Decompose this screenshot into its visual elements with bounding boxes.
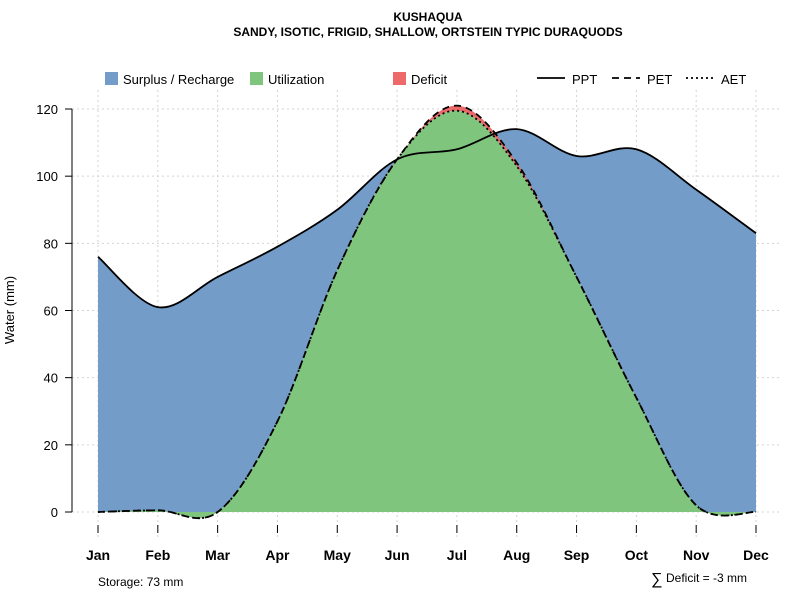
legend-swatch-deficit xyxy=(393,72,406,85)
y-tick-label: 80 xyxy=(44,236,58,251)
utilization-area xyxy=(98,110,756,519)
x-tick-label: Dec xyxy=(743,547,769,563)
y-tick-label: 20 xyxy=(44,438,58,453)
x-tick-label: Feb xyxy=(145,547,170,563)
y-tick-label: 60 xyxy=(44,304,58,319)
y-tick-label: 0 xyxy=(51,505,58,520)
x-tick-label: Apr xyxy=(265,547,290,563)
x-tick-label: Aug xyxy=(503,547,530,563)
legend: Surplus / Recharge Utilization Deficit PPT P… xyxy=(105,72,746,87)
chart-title: KUSHAQUA xyxy=(393,10,463,24)
legend-label: PET xyxy=(647,72,672,87)
legend-label: Deficit xyxy=(411,72,448,87)
legend-label: Surplus / Recharge xyxy=(123,72,234,87)
ppt-line xyxy=(97,128,757,309)
x-tick-label: Mar xyxy=(205,547,230,563)
x-tick-label: Jul xyxy=(447,547,467,563)
legend-label: Utilization xyxy=(268,72,324,87)
legend-label: AET xyxy=(721,72,746,87)
deficit-symbol: ∑ xyxy=(651,571,662,588)
lines xyxy=(97,104,757,520)
x-tick-label: May xyxy=(324,547,351,563)
x-tick-label: Jun xyxy=(385,547,410,563)
deficit-annotation: Deficit = -3 mm xyxy=(666,571,747,585)
y-tick-label: 40 xyxy=(44,371,58,386)
y-tick-label: 100 xyxy=(36,169,58,184)
legend-swatch-surplus xyxy=(105,72,118,85)
x-tick-label: Jan xyxy=(86,547,110,563)
storage-annotation: Storage: 73 mm xyxy=(98,575,183,589)
axes: 0 20 40 60 80 100 120 Jan Feb Mar Apr May Jun Jul Aug S… xyxy=(36,102,769,563)
legend-label: PPT xyxy=(572,72,597,87)
areas xyxy=(98,105,756,519)
legend-swatch-utilization xyxy=(250,72,263,85)
y-tick-label: 120 xyxy=(36,102,58,117)
x-tick-label: Sep xyxy=(564,547,590,563)
chart-subtitle: SANDY, ISOTIC, FRIGID, SHALLOW, ORTSTEIN… xyxy=(233,25,622,39)
x-tick-label: Nov xyxy=(683,547,710,563)
x-tick-label: Oct xyxy=(625,547,649,563)
y-axis-label: Water (mm) xyxy=(2,276,17,344)
aet-line xyxy=(97,109,757,520)
